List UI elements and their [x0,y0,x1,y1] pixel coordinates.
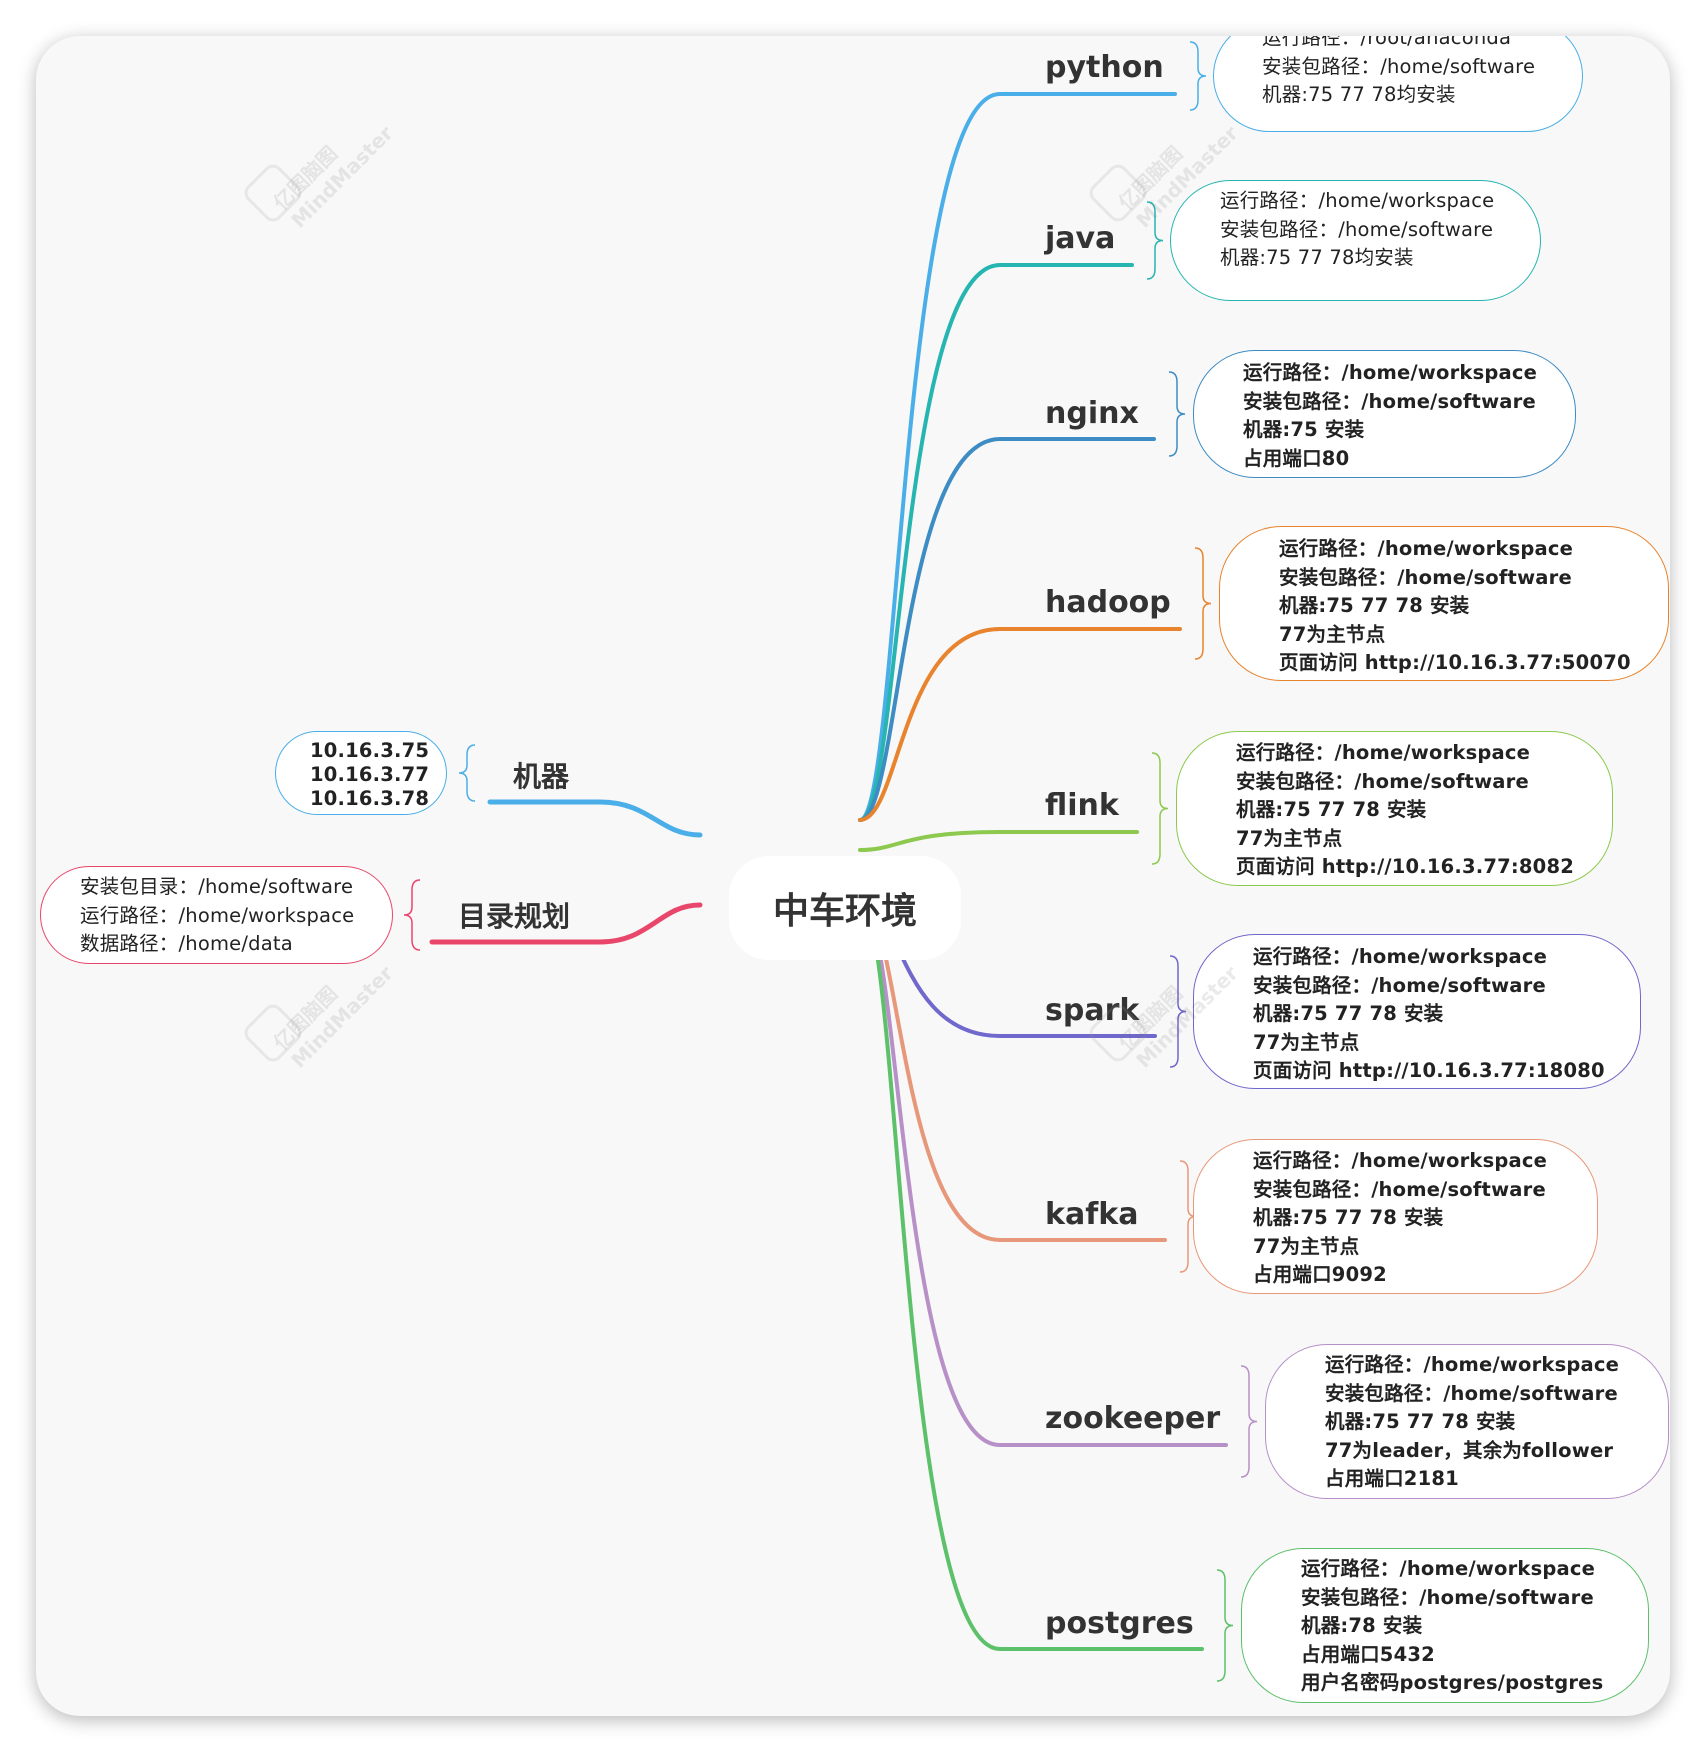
postgres-brace [1216,1569,1234,1682]
kafka-detail-line: 安装包路径：/home/software [1253,1177,1546,1201]
spark-detail-text: 运行路径：/home/workspace 安装包路径：/home/software… [1253,943,1605,1086]
flink-detail-line: 77为主节点 [1236,826,1343,850]
flink-detail-line: 运行路径：/home/workspace [1236,741,1531,764]
spark-brace [1169,955,1187,1068]
kafka-detail-line: 77为主节点 [1253,1234,1360,1258]
java-detail-text: 运行路径：/home/workspace 安装包路径：/home/software… [1220,187,1494,273]
hadoop-detail-line: 机器:75 77 78 安装 [1279,594,1470,617]
postgres-detail-line: 运行路径：/home/workspace [1301,1557,1596,1580]
branch-kafka[interactable]: kafka [1045,1197,1139,1232]
java-detail-line: 机器:75 77 78均安装 [1220,246,1414,269]
nginx-connector [858,437,1156,822]
central-topic[interactable]: 中车环境 [729,856,961,960]
spark-detail-line: 页面访问 http://10.16.3.77:18080 [1253,1059,1605,1082]
hadoop-detail-line: 页面访问 http://10.16.3.77:50070 [1279,651,1631,674]
directory-detail-line: 安装包目录：/home/software [80,875,354,898]
machines-detail-line: 10.16.3.75 [310,739,430,762]
spark-detail-line: 安装包路径：/home/software [1253,973,1546,997]
flink-connector [858,830,1139,852]
flink-detail-box[interactable] [1176,731,1613,886]
zookeeper-detail-text: 运行路径：/home/workspace 安装包路径：/home/software… [1325,1351,1619,1494]
machines-detail-text: 10.16.3.75 10.16.3.77 10.16.3.78 [310,739,429,811]
postgres-detail-box[interactable] [1241,1548,1649,1703]
python-detail-box[interactable] [1213,36,1583,132]
java-brace [1146,201,1164,280]
nginx-brace [1168,371,1186,457]
directory-connector [429,902,703,945]
postgres-detail-line: 用户名密码postgres/postgres [1301,1671,1604,1694]
flink-brace [1151,752,1169,865]
nginx-detail-box[interactable] [1193,350,1576,478]
python-detail-line: 运行路径：/root/anaconda [1262,36,1512,49]
branch-nginx[interactable]: nginx [1045,396,1139,431]
hadoop-detail-line: 77为主节点 [1279,622,1386,646]
postgres-detail-line: 占用端口5432 [1301,1642,1435,1666]
branch-spark[interactable]: spark [1045,993,1140,1028]
postgres-detail-line: 安装包路径：/home/software [1301,1585,1594,1609]
kafka-detail-line: 占用端口9092 [1253,1263,1387,1286]
python-brace [1189,41,1207,111]
hadoop-detail-line: 安装包路径：/home/software [1279,565,1572,589]
branch-zookeeper[interactable]: zookeeper [1045,1401,1221,1436]
zookeeper-detail-line: 运行路径：/home/workspace [1325,1353,1620,1376]
mindmap-canvas: python 运行路径：/root/anaconda 安装包路径：/home/sof… [36,36,1670,1716]
spark-detail-line: 运行路径：/home/workspace [1253,945,1548,968]
nginx-detail-line: 机器:75 安装 [1243,418,1365,441]
java-connector [858,263,1134,822]
branch-hadoop[interactable]: hadoop [1045,585,1171,620]
postgres-detail-text: 运行路径：/home/workspace 安装包路径：/home/software… [1301,1555,1603,1698]
flink-detail-line: 机器:75 77 78 安装 [1236,798,1427,821]
hadoop-brace [1194,547,1212,660]
java-detail-box[interactable] [1170,180,1541,301]
kafka-detail-text: 运行路径：/home/workspace 安装包路径：/home/software… [1253,1147,1547,1290]
hadoop-detail-text: 运行路径：/home/workspace 安装包路径：/home/software… [1279,535,1631,678]
kafka-detail-box[interactable] [1193,1139,1598,1294]
machines-detail-line: 10.16.3.77 [310,763,430,786]
java-detail-line: 运行路径：/home/workspace [1220,189,1495,212]
hadoop-detail-box[interactable] [1219,526,1669,681]
nginx-detail-line: 运行路径：/home/workspace [1243,361,1538,384]
java-detail-line: 安装包路径：/home/software [1220,217,1494,241]
branch-machines[interactable]: 机器 [513,760,570,793]
directory-detail-line: 运行路径：/home/workspace [80,903,355,927]
python-detail-text: 运行路径：/root/anaconda 安装包路径：/home/software 机… [1262,36,1535,110]
directory-brace [403,879,421,951]
zookeeper-detail-box[interactable] [1265,1344,1669,1499]
nginx-detail-line: 安装包路径：/home/software [1243,389,1536,413]
flink-detail-line: 安装包路径：/home/software [1236,769,1529,793]
machines-detail-line: 10.16.3.78 [310,787,430,810]
python-detail-line: 安装包路径：/home/software [1262,54,1536,78]
branch-directory[interactable]: 目录规划 [458,900,571,933]
machines-brace [458,744,476,802]
hadoop-connector [858,627,1182,822]
python-detail-line: 机器:75 77 78均安装 [1262,83,1456,106]
branch-python[interactable]: python [1045,50,1164,85]
directory-detail-line: 数据路径：/home/data [80,932,293,955]
spark-detail-box[interactable] [1193,934,1641,1089]
branch-flink[interactable]: flink [1045,788,1119,823]
flink-detail-line: 页面访问 http://10.16.3.77:8082 [1236,855,1574,878]
central-topic-label: 中车环境 [772,891,917,932]
machines-connector [487,799,703,838]
nginx-detail-text: 运行路径：/home/workspace 安装包路径：/home/software… [1243,359,1537,473]
machines-detail-box[interactable] [275,731,447,815]
spark-detail-line: 77为主节点 [1253,1030,1360,1054]
flink-detail-text: 运行路径：/home/workspace 安装包路径：/home/software… [1236,739,1574,882]
postgres-detail-line: 机器:78 安装 [1301,1614,1423,1637]
nginx-detail-line: 占用端口80 [1243,446,1350,470]
kafka-detail-line: 机器:75 77 78 安装 [1253,1206,1444,1229]
hadoop-detail-line: 运行路径：/home/workspace [1279,537,1574,560]
zookeeper-detail-line: 77为leader，其余为follower [1325,1438,1614,1462]
branch-postgres[interactable]: postgres [1045,1606,1194,1641]
spark-detail-line: 机器:75 77 78 安装 [1253,1002,1444,1025]
branch-java[interactable]: java [1045,221,1116,256]
zookeeper-brace [1240,1365,1258,1478]
directory-detail-box[interactable] [40,866,393,964]
zookeeper-detail-line: 占用端口2181 [1325,1467,1459,1490]
python-connector [858,92,1177,822]
zookeeper-detail-line: 安装包路径：/home/software [1325,1381,1618,1405]
directory-detail-text: 安装包目录：/home/software 运行路径：/home/workspace… [80,873,354,959]
kafka-detail-line: 运行路径：/home/workspace [1253,1149,1548,1172]
zookeeper-detail-line: 机器:75 77 78 安装 [1325,1410,1516,1433]
